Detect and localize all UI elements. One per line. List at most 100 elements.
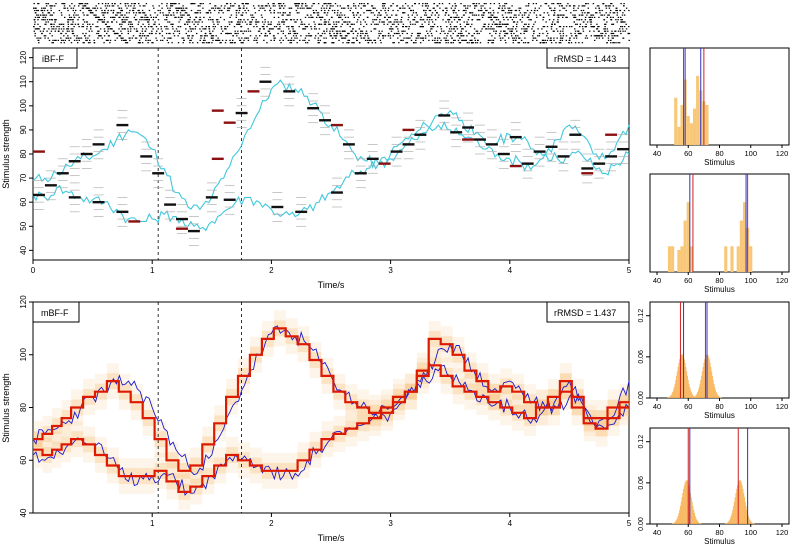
spike-mark [190,39,192,41]
spike-mark [431,26,434,28]
spike-mark [43,28,45,30]
spike-mark [143,12,146,14]
top-y-tick-label: 90 [19,125,28,134]
spike-mark [241,42,244,44]
spike-mark [150,26,152,28]
spike-mark [491,23,494,25]
spike-mark [318,42,320,44]
spike-mark [51,28,53,30]
top-y-tick-label: 110 [19,75,28,88]
spike-mark [273,26,276,28]
spike-mark [337,9,339,12]
spike-mark [126,12,128,14]
spike-mark [307,7,309,9]
spike-mark [431,28,433,30]
spike-mark [176,7,178,9]
spike-mark [320,35,323,37]
spike-mark [412,23,414,25]
spike-mark [179,12,182,14]
spike-mark [430,26,432,28]
spike-mark [156,14,159,16]
spike-mark [200,30,203,32]
spike-mark [413,42,415,44]
spike-mark [602,37,604,39]
spike-mark [90,12,92,14]
spike-mark [503,9,505,12]
spike-mark [471,19,474,21]
spike-mark [402,23,405,25]
spike-mark [301,5,303,7]
spike-mark [487,42,489,44]
spike-mark [125,39,127,41]
spike-mark [295,9,298,12]
spike-mark [596,23,598,25]
spike-mark [549,7,551,9]
spike-mark [612,37,614,39]
spike-mark [412,12,415,14]
spike-mark [217,23,219,25]
spike-mark [402,26,404,28]
spike-mark [303,7,305,9]
spike-mark [590,26,592,28]
spike-mark [546,26,549,28]
side-x-tick-label: 100 [744,149,757,158]
spike-mark [44,23,46,25]
spike-mark [188,35,190,37]
spike-mark [296,19,298,21]
spike-mark [144,30,147,32]
spike-mark [311,16,313,18]
spike-mark [264,19,266,21]
spike-mark [284,5,286,7]
side-y-tick-label: 0.00 [638,517,645,531]
spike-mark [82,19,84,21]
spike-mark [511,5,513,7]
spike-mark [538,32,541,35]
spike-mark [278,5,280,7]
spike-mark [171,3,173,5]
spike-mark [323,42,326,44]
spike-mark [280,5,283,7]
spike-mark [344,21,346,23]
side-x-tick-label: 60 [684,402,692,411]
spike-mark [261,7,263,9]
spike-mark [71,19,73,21]
spike-mark [523,26,525,28]
spike-mark [55,39,57,41]
spike-mark [598,26,600,28]
spike-mark [73,35,76,37]
spike-mark [67,21,69,23]
spike-mark [591,16,593,18]
spike-mark [187,30,190,32]
spike-mark [235,9,237,12]
spike-mark [411,5,413,7]
spike-mark [603,14,606,16]
spike-mark [42,30,44,32]
spike-mark [58,30,60,32]
spike-mark [482,26,485,28]
spike-mark [292,35,295,37]
spike-mark [527,5,530,7]
spike-mark [175,3,177,5]
spike-mark [204,28,206,30]
spike-mark [557,30,559,32]
spike-mark [586,12,589,14]
spike-mark [590,14,592,16]
spike-mark [37,28,39,30]
spike-mark [34,23,36,25]
spike-mark [454,3,456,5]
spike-mark [444,14,446,16]
spike-mark [228,23,231,25]
spike-mark [436,39,439,41]
spike-mark [613,12,616,14]
spike-mark [213,28,215,30]
spike-mark [418,35,420,37]
spike-mark [599,12,601,14]
histogram-bar [674,97,678,145]
spike-mark [270,21,272,23]
spike-mark [565,5,568,7]
spike-mark [223,19,225,21]
spike-mark [473,3,475,5]
spike-mark [290,19,293,21]
spike-mark [138,12,140,14]
spike-mark [615,30,617,32]
